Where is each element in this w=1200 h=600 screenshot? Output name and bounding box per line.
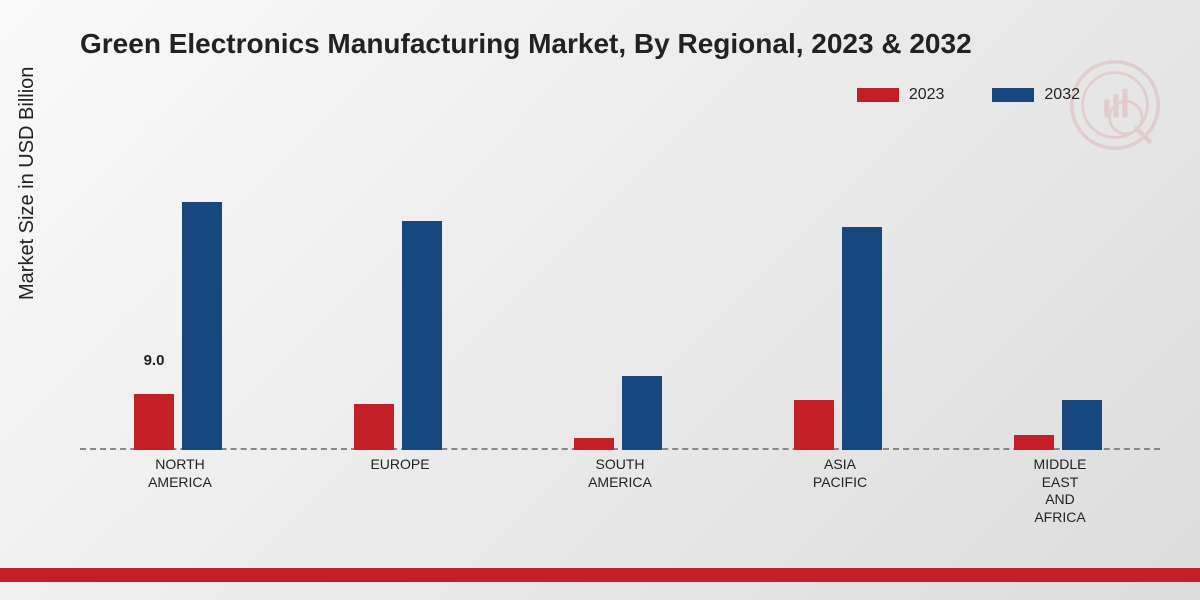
x-axis-label: ASIAPACIFIC <box>780 456 900 491</box>
bar-value-label: 9.0 <box>134 352 174 373</box>
bar-2032 <box>842 227 882 450</box>
bar-group <box>560 140 680 450</box>
x-axis-label: EUROPE <box>340 456 460 474</box>
legend: 2023 2032 <box>857 86 1080 104</box>
x-axis-label: SOUTHAMERICA <box>560 456 680 491</box>
bar-group: 9.0 <box>120 140 240 450</box>
bar-2023 <box>134 394 174 450</box>
bar-group <box>1000 140 1120 450</box>
bar-2023 <box>794 400 834 450</box>
x-axis-label: MIDDLEEASTANDAFRICA <box>1000 456 1120 526</box>
bar-2032 <box>402 221 442 450</box>
bar-2032 <box>182 202 222 450</box>
footer-bar <box>0 568 1200 582</box>
bar-2032 <box>1062 400 1102 450</box>
bar-2032 <box>622 376 662 450</box>
bar-2023 <box>1014 435 1054 451</box>
y-axis-label: Market Size in USD Billion <box>16 67 39 300</box>
bar-group <box>780 140 900 450</box>
legend-swatch-2023 <box>857 88 899 102</box>
legend-label-2032: 2032 <box>1044 86 1080 104</box>
chart-title: Green Electronics Manufacturing Market, … <box>80 28 972 60</box>
watermark-logo <box>1070 60 1160 150</box>
bar-2023 <box>354 404 394 451</box>
bar-2023 <box>574 438 614 450</box>
legend-item-2032: 2032 <box>992 86 1080 104</box>
bar-group <box>340 140 460 450</box>
x-axis-label: NORTHAMERICA <box>120 456 240 491</box>
x-axis-labels: NORTHAMERICA EUROPE SOUTHAMERICA ASIAPACIFI… <box>80 456 1160 546</box>
legend-label-2023: 2023 <box>909 86 945 104</box>
legend-swatch-2032 <box>992 88 1034 102</box>
legend-item-2023: 2023 <box>857 86 945 104</box>
plot-area: 9.0 <box>80 140 1160 450</box>
